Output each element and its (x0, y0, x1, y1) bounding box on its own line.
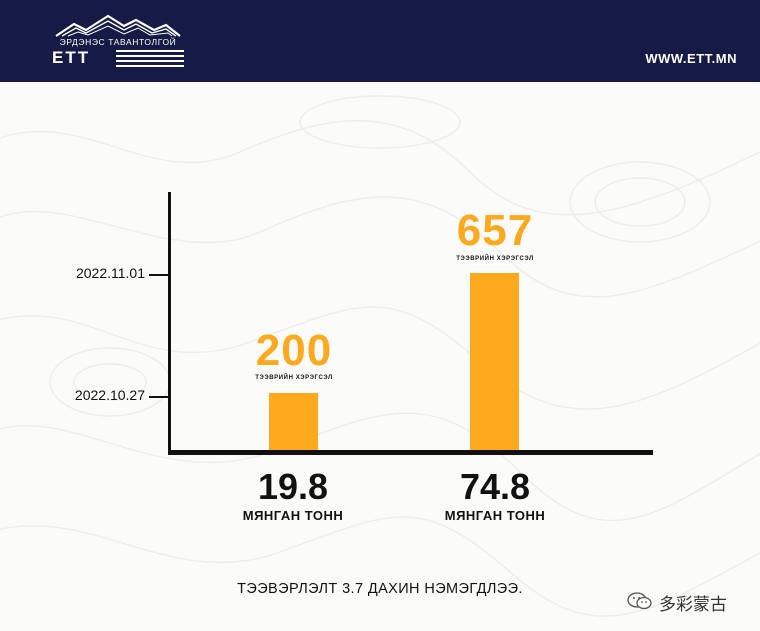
x-category-label: 74.8 (459, 466, 531, 507)
wechat-icon (627, 592, 652, 610)
bar-caption: ТЭЭВРИЙН ХЭРЭГСЭЛ (456, 256, 534, 262)
bar-caption: ТЭЭВРИЙН ХЭРЭГСЭЛ (255, 375, 333, 381)
watermark: 多彩蒙古 (626, 589, 738, 614)
footer-caption: ТЭЭВЭРЛЭЛТ 3.7 ДАХИН НЭМЭГДЛЭЭ. (237, 581, 523, 597)
x-category-label: 19.8 (257, 466, 329, 507)
topographic-background (0, 95, 760, 617)
bar-value-label: 657 (456, 206, 534, 255)
header-banner: ЭРДЭНЭС ТАВАНТОЛГОЙ ЕТТ WWW.ETT.MN (0, 0, 760, 82)
x-category-unit: МЯНГАН ТОНН (242, 508, 344, 523)
logo-company-name: ЭРДЭНЭС ТАВАНТОЛГОЙ (59, 37, 177, 47)
y-axis-line (168, 192, 171, 454)
mountain-logo-icon (55, 14, 181, 37)
x-category-unit: МЯНГАН ТОНН (444, 508, 546, 523)
logo-stripes (116, 50, 184, 67)
y-tick-label: 2022.10.27 (74, 387, 145, 403)
logo-abbreviation: ЕТТ (52, 48, 91, 67)
bar-value-label: 200 (255, 326, 333, 375)
y-tick-label: 2022.11.01 (75, 265, 145, 281)
y-tick-mark (149, 274, 169, 276)
bar (470, 273, 519, 450)
bar (269, 393, 318, 450)
company-logo: ЭРДЭНЭС ТАВАНТОЛГОЙ ЕТТ (52, 14, 184, 68)
y-tick-mark (149, 396, 169, 398)
x-axis-line (168, 450, 653, 455)
watermark-text: 多彩蒙古 (659, 595, 727, 614)
website-url: WWW.ETT.MN (645, 51, 737, 66)
